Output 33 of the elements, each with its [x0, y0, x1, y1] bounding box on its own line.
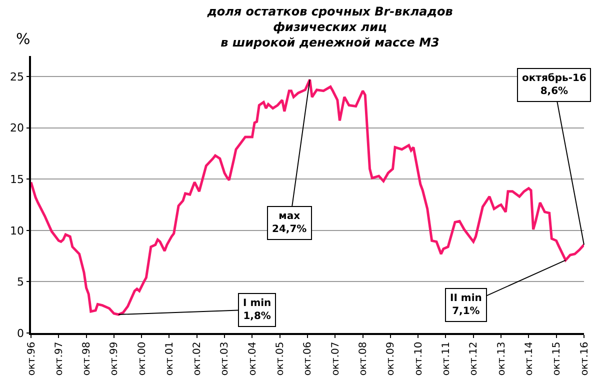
y-tick-label: 0 [17, 326, 24, 340]
x-tick-label: окт.16 [579, 342, 590, 376]
x-tick-label: окт.15 [552, 342, 563, 376]
annotation: октябрь-16 8,6% [522, 73, 586, 97]
x-tick-label: окт.02 [192, 342, 204, 376]
x-tick-label: окт.00 [136, 342, 148, 376]
annotation: I min 1,8% [243, 298, 272, 322]
x-tick-label: окт.04 [247, 342, 258, 376]
y-tick-label: 5 [17, 276, 24, 289]
annotation: II min 7,1% [450, 293, 482, 317]
x-tick-label: окт.10 [413, 342, 424, 376]
y-tick-label: 10 [10, 224, 24, 238]
y-tick-label: 25 [10, 70, 24, 84]
x-tick-label: окт.01 [164, 342, 176, 376]
x-tick-label: окт.03 [220, 342, 231, 376]
x-tick-label: окт.98 [82, 342, 93, 376]
x-tick-label: окт.06 [302, 342, 314, 376]
x-tick-label: окт.14 [524, 342, 535, 376]
annotation: мах 24,7% [272, 211, 307, 235]
x-tick-label: окт.09 [386, 342, 397, 376]
x-tick-label: окт.99 [109, 342, 120, 376]
x-tick-label: окт.97 [54, 342, 65, 376]
chart-title: доля остатков срочных Br-вкладов физических лиц в широкой денежной массе М3 [206, 4, 454, 50]
x-tick-label: окт.13 [496, 342, 508, 376]
y-axis-title: % [16, 30, 30, 48]
y-tick-label: 20 [10, 122, 24, 135]
x-tick-label: окт.12 [468, 342, 480, 376]
y-tick-label: 15 [10, 172, 24, 186]
x-tick-label: окт.11 [440, 342, 452, 376]
x-tick-label: окт.96 [26, 342, 38, 376]
x-tick-label: окт.08 [358, 342, 370, 376]
x-tick-label: окт.05 [275, 342, 286, 376]
x-tick-label: окт.07 [330, 342, 342, 376]
